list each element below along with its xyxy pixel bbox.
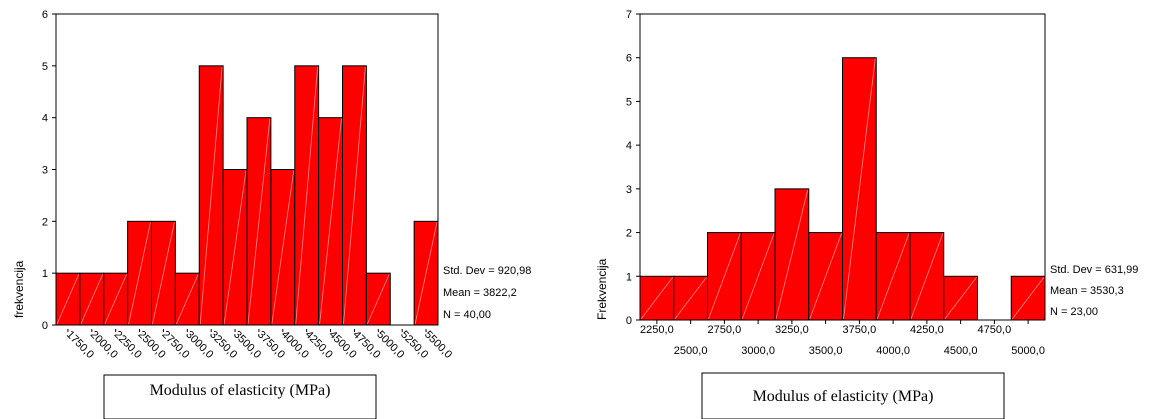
- left-bar: [365, 272, 391, 326]
- right-x-tick-label: 5000,0: [1011, 345, 1045, 357]
- left-bar: [198, 65, 224, 326]
- left-y-tick-label: 5: [42, 61, 48, 73]
- left-y-tick-label: 4: [42, 113, 48, 125]
- right-x-axis-label: Modulus of elasticity (MPa): [753, 388, 934, 405]
- right-bar: [774, 188, 810, 321]
- right-bar: [875, 232, 911, 321]
- right-y-tick-label: 4: [626, 140, 632, 152]
- right-stat-std-dev: Std. Dev = 631,99: [1050, 264, 1138, 276]
- right-bar: [943, 275, 978, 321]
- right-x-tick-label: 3000,0: [741, 345, 775, 357]
- left-stat-std-dev: Std. Dev = 920,98: [443, 265, 531, 277]
- left-y-tick-label: 1: [42, 268, 48, 280]
- left-x-axis-label-box: Modulus of elasticity (MPa): [103, 374, 377, 419]
- left-bar: [79, 272, 105, 326]
- right-y-tick-label: 7: [626, 9, 632, 21]
- right-x-tick-label: 3250,0: [775, 324, 809, 336]
- right-bar: [639, 275, 675, 321]
- right-x-tick-label: 2500,0: [674, 345, 708, 357]
- right-x-axis-label-box: Modulus of elasticity (MPa): [701, 372, 1005, 419]
- right-bar: [707, 232, 742, 321]
- left-x-tick-label: 5500,0: [422, 329, 454, 361]
- right-y-tick-label: 3: [626, 184, 632, 196]
- right-bar: [842, 57, 877, 321]
- left-y-tick-label: 2: [42, 216, 48, 228]
- left-bar: [174, 272, 200, 326]
- right-y-tick-label: 2: [626, 228, 632, 240]
- left-bar: [318, 117, 343, 326]
- left-bar: [413, 220, 439, 326]
- right-y-tick-label: 6: [626, 53, 632, 65]
- right-bar: [740, 232, 776, 321]
- right-x-tick-label: 2750,0: [708, 324, 742, 336]
- left-y-tick-label: 3: [42, 165, 48, 177]
- right-y-tick-label: 5: [626, 96, 632, 108]
- left-bar: [151, 220, 176, 326]
- right-x-tick-label: 4000,0: [876, 345, 910, 357]
- left-bar: [270, 169, 296, 326]
- left-y-tick-label: 0: [42, 320, 48, 332]
- right-y-axis-label: Frekvencija: [595, 258, 609, 320]
- left-x-axis: 1750,02000,02250,02500,02750,03000,03250…: [64, 329, 454, 361]
- left-bars: [55, 65, 439, 326]
- right-bar: [1010, 275, 1046, 321]
- left-bar: [55, 272, 81, 326]
- left-bar: [103, 272, 129, 326]
- right-y-tick-label: 0: [626, 315, 632, 327]
- histogram-left: 0 1 2 3 4 5 6 1750,02000,02250,02500,02750,030…: [12, 9, 531, 419]
- left-bar: [246, 117, 272, 326]
- left-bar: [127, 220, 152, 326]
- left-y-axis: 0 1 2 3 4 5 6: [42, 9, 56, 332]
- left-y-tick-label: 6: [42, 9, 48, 21]
- right-x-tick-label: 2250,0: [640, 324, 674, 336]
- right-x-tick-label: 4750,0: [978, 324, 1012, 336]
- left-bar: [342, 65, 367, 326]
- left-stats: Std. Dev = 920,98 Mean = 3822,2 N = 40,0…: [443, 265, 531, 321]
- right-x-tick-label: 4500,0: [944, 345, 978, 357]
- right-y-tick-label: 1: [626, 271, 632, 283]
- right-bar: [673, 275, 708, 321]
- right-x-tick-label: 3500,0: [809, 345, 843, 357]
- left-stat-n: N = 40,00: [443, 309, 491, 321]
- left-bar: [294, 65, 320, 326]
- left-y-axis-label: frekvencija: [12, 260, 26, 318]
- left-stat-mean: Mean = 3822,2: [443, 287, 517, 299]
- right-stat-n: N = 23,00: [1050, 306, 1098, 318]
- right-y-axis: 0 1 2 3 4 5 6 7: [626, 9, 640, 327]
- left-x-axis-label: Modulus of elasticity (MPa): [150, 382, 331, 399]
- right-stats: Std. Dev = 631,99 Mean = 3530,3 N = 23,0…: [1050, 264, 1138, 318]
- right-bars: [639, 57, 1046, 321]
- right-x-tick-label: 3750,0: [843, 324, 877, 336]
- right-stat-mean: Mean = 3530,3: [1050, 285, 1124, 297]
- right-bar: [909, 232, 945, 321]
- right-bar: [808, 232, 843, 321]
- left-bar: [222, 169, 248, 326]
- right-x-tick-label: 4250,0: [910, 324, 944, 336]
